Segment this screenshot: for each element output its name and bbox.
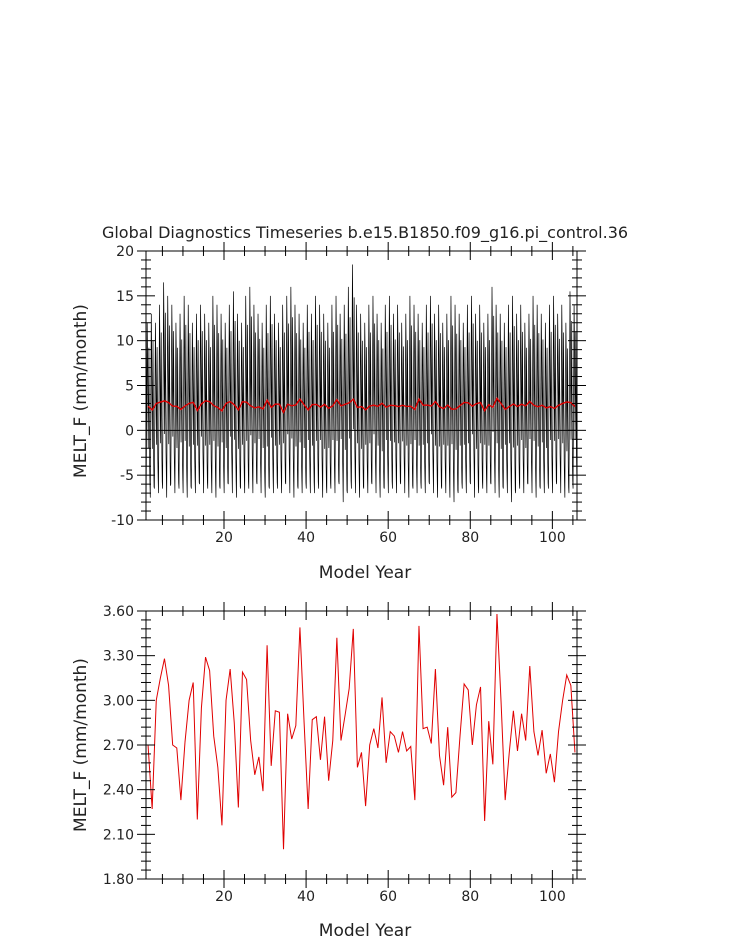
x-tick-label: 40 bbox=[297, 889, 315, 905]
x-axis-label: Model Year bbox=[319, 921, 411, 941]
axes: 20 40 60 80 100 -10 -5 0 5 10 15 20 bbox=[111, 242, 586, 546]
y-tick-label: 2.40 bbox=[103, 783, 134, 799]
y-tick-label: 20 bbox=[116, 244, 134, 260]
y-tick-label: 5 bbox=[125, 379, 134, 395]
x-tick-label: 80 bbox=[461, 530, 479, 546]
x-tick-label: 100 bbox=[539, 889, 566, 905]
y-tick-label: 2.70 bbox=[103, 738, 134, 754]
x-tick-label: 20 bbox=[215, 530, 233, 546]
x-tick-label: 20 bbox=[215, 889, 233, 905]
y-tick-label: 3.00 bbox=[103, 693, 134, 709]
y-tick-label: 3.30 bbox=[103, 649, 134, 665]
x-tick-label: 60 bbox=[379, 530, 397, 546]
series-group bbox=[145, 264, 578, 503]
y-tick-label: -10 bbox=[111, 513, 134, 529]
y-tick-label: 0 bbox=[125, 423, 134, 439]
x-tick-label: 60 bbox=[379, 889, 397, 905]
y-tick-label: 3.60 bbox=[103, 604, 134, 620]
panel-annual-timeseries: 20 40 60 80 1001.802.102.402.703.003.303.60 … bbox=[71, 602, 586, 941]
x-tick-label: 100 bbox=[539, 530, 566, 546]
panel-monthly-timeseries: 20 40 60 80 100 -10 -5 0 5 10 15 20 Model Year MELT… bbox=[71, 242, 586, 583]
y-tick-label: 2.10 bbox=[103, 827, 134, 843]
series-group bbox=[147, 613, 576, 850]
series-monthly-line bbox=[145, 264, 578, 503]
y-tick-label: 15 bbox=[116, 289, 134, 305]
y-tick-label: 1.80 bbox=[103, 872, 134, 888]
y-tick-label: -5 bbox=[120, 468, 134, 484]
plot-frame bbox=[145, 610, 578, 880]
axes: 20 40 60 80 100 1.80 2.10 2.40 2.70 3.00 3.30 3.60 bbox=[103, 602, 586, 905]
x-tick-label: 80 bbox=[461, 889, 479, 905]
y-axis-label: MELT_F (mm/month) bbox=[71, 658, 91, 832]
x-axis-label: Model Year bbox=[319, 563, 411, 583]
y-tick-label: 10 bbox=[116, 334, 134, 350]
y-axis-label: MELT_F (mm/month) bbox=[71, 304, 91, 478]
series-annual-line bbox=[147, 613, 576, 850]
chart-title: Global Diagnostics Timeseries b.e15.B185… bbox=[102, 223, 628, 243]
series-annual-mean-line bbox=[147, 396, 576, 414]
x-tick-label: 40 bbox=[297, 530, 315, 546]
